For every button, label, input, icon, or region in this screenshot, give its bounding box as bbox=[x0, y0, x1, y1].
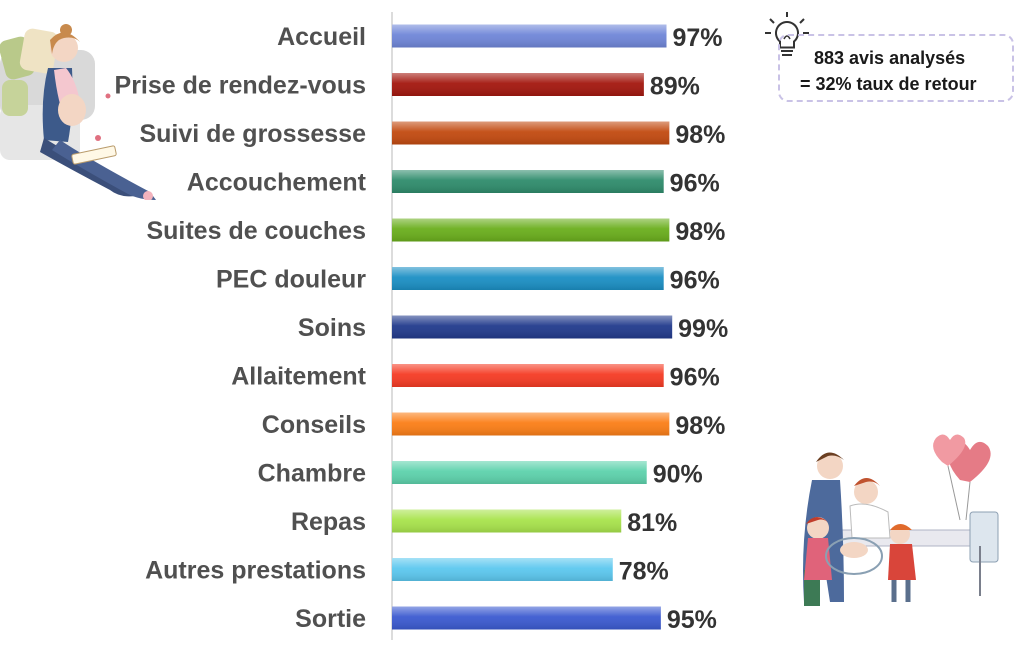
value-label: 99% bbox=[678, 315, 728, 343]
category-label: Prise de rendez-vous bbox=[115, 72, 366, 100]
value-label: 98% bbox=[675, 412, 725, 440]
category-label: PEC douleur bbox=[216, 266, 366, 294]
bar-sheen bbox=[392, 461, 647, 484]
bar-sheen bbox=[392, 121, 670, 145]
bar-sheen bbox=[392, 412, 670, 436]
note-reviews-count: 883 avis analysés bbox=[814, 48, 966, 68]
value-label: 98% bbox=[675, 121, 725, 149]
pregnant-woman-illustration bbox=[0, 24, 156, 200]
category-label: Soins bbox=[298, 314, 366, 342]
bar-sheen bbox=[392, 558, 613, 581]
value-label: 96% bbox=[670, 364, 720, 392]
bar-sheen bbox=[392, 606, 661, 630]
value-label: 78% bbox=[619, 558, 669, 586]
value-label: 96% bbox=[670, 170, 720, 198]
bar-sheen bbox=[392, 509, 622, 533]
category-label: Accouchement bbox=[187, 169, 367, 197]
category-label: Conseils bbox=[262, 411, 366, 439]
category-label: Autres prestations bbox=[145, 557, 366, 585]
value-label: 81% bbox=[627, 509, 677, 537]
category-label: Chambre bbox=[258, 460, 366, 488]
bar-sheen bbox=[392, 24, 667, 48]
category-label: Suites de couches bbox=[146, 217, 366, 245]
stats-note-box bbox=[778, 34, 1014, 102]
bar-sheen bbox=[392, 170, 664, 193]
bar-sheen bbox=[392, 267, 664, 290]
bar-sheen bbox=[392, 364, 664, 387]
value-label: 95% bbox=[667, 606, 717, 634]
category-label: Allaitement bbox=[231, 363, 366, 391]
category-label: Repas bbox=[291, 508, 366, 536]
category-label: Suivi de grossesse bbox=[139, 120, 366, 148]
value-label: 96% bbox=[670, 267, 720, 295]
bar-sheen bbox=[392, 315, 673, 339]
note-return-rate: = 32% taux de retour bbox=[800, 74, 977, 94]
category-label: Accueil bbox=[277, 23, 366, 51]
value-label: 90% bbox=[653, 461, 703, 489]
value-label: 98% bbox=[675, 218, 725, 246]
value-label: 97% bbox=[673, 24, 723, 52]
bar-sheen bbox=[392, 73, 644, 96]
category-label: Sortie bbox=[295, 605, 366, 633]
value-label: 89% bbox=[650, 73, 700, 101]
bar-sheen bbox=[392, 218, 670, 242]
family-maternity-illustration bbox=[803, 434, 999, 606]
